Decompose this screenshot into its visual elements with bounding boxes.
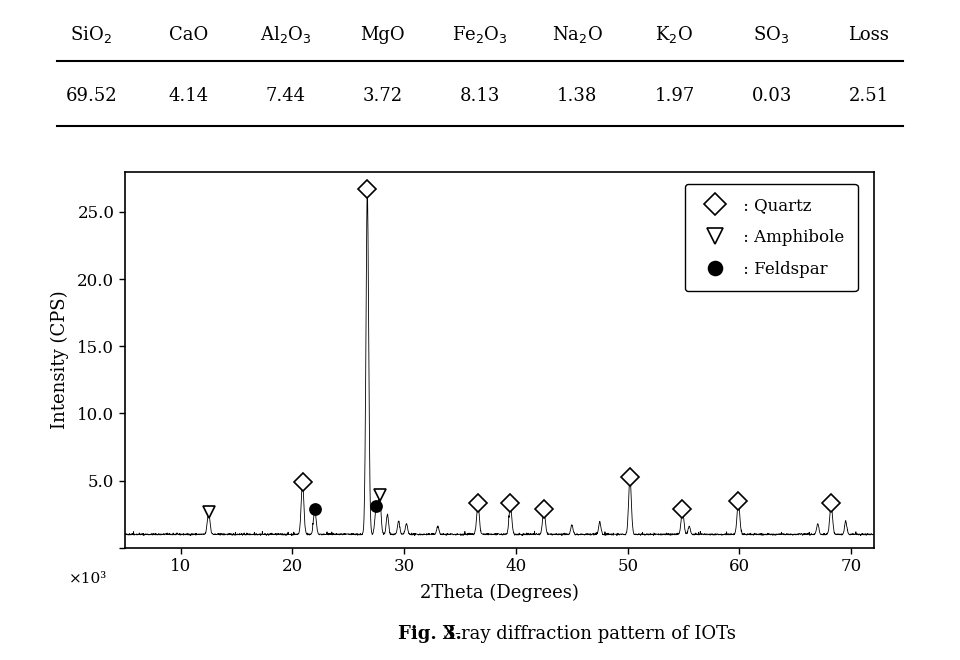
- Y-axis label: Intensity (CPS): Intensity (CPS): [51, 290, 69, 429]
- Text: Al$_2$O$_3$: Al$_2$O$_3$: [260, 24, 311, 45]
- Text: CaO: CaO: [169, 26, 208, 44]
- Text: 0.03: 0.03: [752, 87, 792, 106]
- Text: 69.52: 69.52: [65, 87, 117, 106]
- Text: Fig. 3.: Fig. 3.: [398, 624, 463, 643]
- Text: 4.14: 4.14: [168, 87, 208, 106]
- Text: MgO: MgO: [361, 26, 405, 44]
- Text: K$_2$O: K$_2$O: [656, 24, 693, 45]
- Text: Loss: Loss: [849, 26, 889, 44]
- Text: Fe$_2$O$_3$: Fe$_2$O$_3$: [452, 24, 508, 45]
- Text: 8.13: 8.13: [460, 87, 500, 106]
- Text: 1.38: 1.38: [557, 87, 597, 106]
- Text: 3.72: 3.72: [363, 87, 403, 106]
- Text: X-ray diffraction pattern of IOTs: X-ray diffraction pattern of IOTs: [437, 624, 735, 643]
- Text: 1.97: 1.97: [655, 87, 694, 106]
- Text: 7.44: 7.44: [266, 87, 305, 106]
- Text: ×10³: ×10³: [69, 572, 107, 586]
- Text: SiO$_2$: SiO$_2$: [70, 24, 112, 45]
- X-axis label: 2Theta (Degrees): 2Theta (Degrees): [420, 583, 579, 602]
- Text: Na$_2$O: Na$_2$O: [552, 24, 603, 45]
- Text: SO$_3$: SO$_3$: [754, 24, 790, 45]
- Text: 2.51: 2.51: [849, 87, 889, 106]
- Legend:  : Quartz,  : Amphibole,  : Feldspar: : Quartz, : Amphibole, : Feldspar: [684, 183, 858, 291]
